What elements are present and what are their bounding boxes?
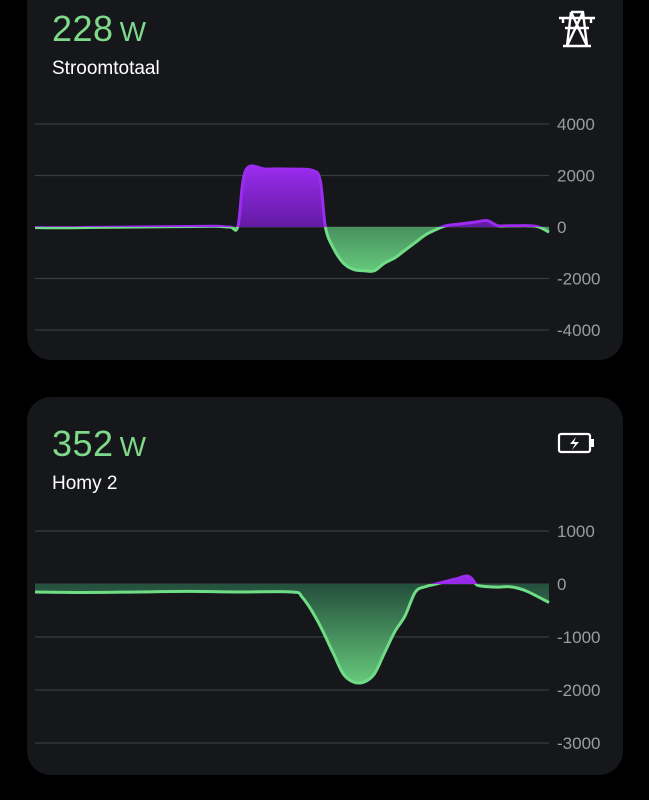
y-tick-label: -2000 <box>557 270 600 289</box>
y-tick-label: 2000 <box>557 167 595 186</box>
y-tick-label: -4000 <box>557 321 600 340</box>
power-value: 228 W <box>52 8 147 50</box>
power-pylon-icon <box>557 10 597 53</box>
series-line-negative <box>34 227 550 273</box>
y-tick-label: 4000 <box>557 115 595 134</box>
power-unit: W <box>119 16 147 47</box>
y-tick-label: -3000 <box>557 734 600 753</box>
card-title: Stroomtotaal <box>52 58 160 79</box>
power-chart: 1000 0 -1000 -2000 -3000 <box>34 522 600 753</box>
card-homy-2[interactable]: 352 W Homy 2 1000 0 -1000 -2000 -3000 <box>27 397 623 775</box>
power-value-number: 352 <box>52 423 114 464</box>
y-tick-label: 1000 <box>557 522 595 541</box>
power-value-number: 228 <box>52 8 114 49</box>
series-line-negative <box>34 584 550 685</box>
y-tick-label: 0 <box>557 575 566 594</box>
series-area-positive <box>35 165 549 227</box>
card-stroomtotaal[interactable]: 228 W Stroomtotaal 4000 2000 0 -2000 -4000 <box>27 0 623 360</box>
power-value: 352 W <box>52 423 147 465</box>
power-chart: 4000 2000 0 -2000 -4000 <box>34 115 600 340</box>
card-title: Homy 2 <box>52 473 118 494</box>
battery-charging-icon <box>557 431 597 460</box>
y-tick-label: -2000 <box>557 681 600 700</box>
power-unit: W <box>119 431 147 462</box>
y-tick-label: 0 <box>557 218 566 237</box>
series-line-positive <box>35 164 543 227</box>
y-tick-label: -1000 <box>557 628 600 647</box>
